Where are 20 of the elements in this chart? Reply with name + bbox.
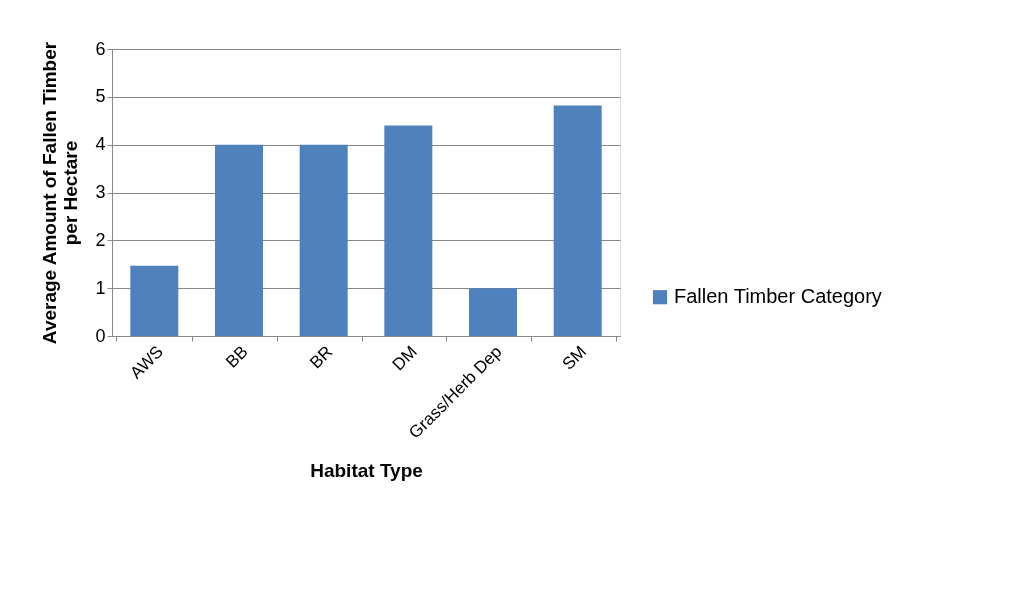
bar bbox=[299, 144, 348, 336]
x-axis-title: Habitat Type bbox=[310, 459, 423, 481]
x-tick-label: BR bbox=[306, 342, 337, 373]
bar bbox=[384, 125, 433, 336]
legend-label: Fallen Timber Category bbox=[674, 285, 882, 308]
x-tick-label: BB bbox=[222, 342, 252, 372]
y-tick-label: 4 bbox=[95, 134, 106, 155]
bar bbox=[469, 288, 517, 336]
y-tick-label: 6 bbox=[95, 38, 106, 59]
y-tick-label: 3 bbox=[95, 182, 106, 202]
y-tick-label: 2 bbox=[95, 229, 106, 250]
y-tick-label: 1 bbox=[95, 277, 106, 298]
y-axis-title: Average Amount of Fallen Timber per Hectare bbox=[39, 41, 82, 345]
y-tick-label: 0 bbox=[95, 325, 106, 346]
y-tick-label: 5 bbox=[95, 86, 106, 107]
x-tick-label: DM bbox=[388, 342, 421, 375]
bar bbox=[553, 105, 602, 336]
x-tick-label: SM bbox=[558, 342, 591, 374]
bar bbox=[215, 144, 263, 336]
bar bbox=[130, 265, 179, 336]
